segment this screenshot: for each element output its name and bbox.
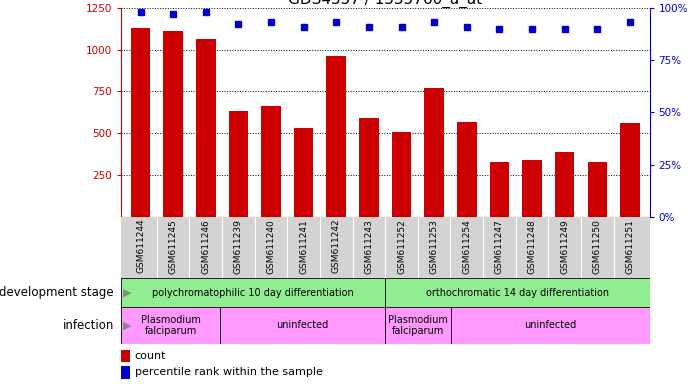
- Bar: [386, 307, 451, 344]
- Text: infection: infection: [63, 319, 114, 332]
- Text: GSM611241: GSM611241: [299, 219, 308, 273]
- Text: GSM611253: GSM611253: [430, 219, 439, 274]
- Text: Plasmodium
falciparum: Plasmodium falciparum: [140, 314, 200, 336]
- Text: count: count: [135, 351, 166, 361]
- Bar: [457, 121, 477, 217]
- Text: GSM611245: GSM611245: [169, 219, 178, 273]
- Text: GSM611239: GSM611239: [234, 219, 243, 274]
- Text: GSM611250: GSM611250: [593, 219, 602, 274]
- Bar: [121, 307, 220, 344]
- Text: GSM611246: GSM611246: [201, 219, 210, 273]
- Bar: [359, 118, 379, 217]
- Bar: [261, 106, 281, 217]
- Text: uninfected: uninfected: [524, 320, 576, 331]
- Bar: [229, 111, 248, 217]
- Bar: [196, 40, 216, 217]
- Text: GSM611252: GSM611252: [397, 219, 406, 273]
- Title: GDS4557 / 1555760_a_at: GDS4557 / 1555760_a_at: [288, 0, 482, 8]
- Text: GSM611242: GSM611242: [332, 219, 341, 273]
- Bar: [522, 160, 542, 217]
- Bar: [327, 56, 346, 217]
- Text: GSM611244: GSM611244: [136, 219, 145, 273]
- Bar: [587, 162, 607, 217]
- Text: ▶: ▶: [123, 288, 131, 298]
- Text: GSM611248: GSM611248: [527, 219, 537, 273]
- Text: uninfected: uninfected: [276, 320, 329, 331]
- Bar: [220, 307, 385, 344]
- Text: percentile rank within the sample: percentile rank within the sample: [135, 367, 323, 377]
- Bar: [121, 350, 131, 362]
- Bar: [121, 366, 131, 379]
- Text: GSM611249: GSM611249: [560, 219, 569, 273]
- Text: ▶: ▶: [123, 320, 131, 331]
- Bar: [451, 307, 650, 344]
- Text: polychromatophilic 10 day differentiation: polychromatophilic 10 day differentiatio…: [152, 288, 354, 298]
- Bar: [386, 278, 650, 307]
- Text: GSM611251: GSM611251: [625, 219, 634, 274]
- Bar: [424, 88, 444, 217]
- Bar: [555, 152, 574, 217]
- Bar: [131, 28, 151, 217]
- Bar: [294, 128, 314, 217]
- Text: GSM611254: GSM611254: [462, 219, 471, 273]
- Text: GSM611240: GSM611240: [267, 219, 276, 273]
- Bar: [621, 123, 640, 217]
- Bar: [163, 31, 183, 217]
- Text: orthochromatic 14 day differentiation: orthochromatic 14 day differentiation: [426, 288, 609, 298]
- Bar: [121, 278, 386, 307]
- Bar: [392, 132, 411, 217]
- Text: Plasmodium
falciparum: Plasmodium falciparum: [388, 314, 448, 336]
- Text: development stage: development stage: [0, 286, 114, 299]
- Text: GSM611247: GSM611247: [495, 219, 504, 273]
- Text: GSM611243: GSM611243: [364, 219, 373, 273]
- Bar: [490, 162, 509, 217]
